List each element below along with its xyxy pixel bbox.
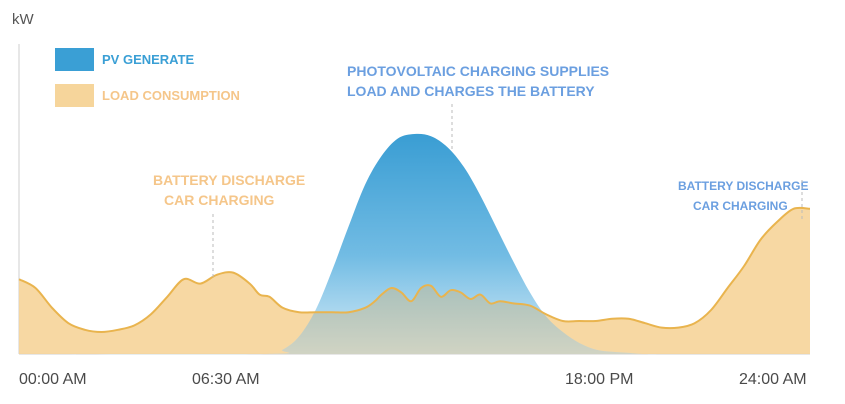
annotation-center-line1: PHOTOVOLTAIC CHARGING SUPPLIES (347, 63, 609, 79)
annotation-left-line2: CAR CHARGING (164, 192, 275, 208)
load-consumption-area (19, 207, 810, 354)
annotation-right-line2: CAR CHARGING (693, 199, 788, 213)
y-axis-label: kW (12, 11, 35, 28)
x-tick-label: 18:00 PM (565, 371, 633, 388)
legend-swatch-load (55, 84, 94, 107)
legend-label-load: LOAD CONSUMPTION (102, 88, 240, 103)
x-tick-label: 06:30 AM (192, 371, 260, 388)
annotation-right-line1: BATTERY DISCHARGE (678, 179, 808, 193)
legend-label-pv: PV GENERATE (102, 52, 195, 67)
annotation-left-line1: BATTERY DISCHARGE (153, 172, 305, 188)
x-tick-label: 24:00 AM (739, 371, 807, 388)
load-consumption-line (18, 206, 811, 334)
x-tick-label: 00:00 AM (19, 371, 87, 388)
pv-generate-area (19, 133, 810, 355)
annotation-center-line2: LOAD AND CHARGES THE BATTERY (347, 83, 595, 99)
legend-swatch-pv (55, 48, 94, 71)
